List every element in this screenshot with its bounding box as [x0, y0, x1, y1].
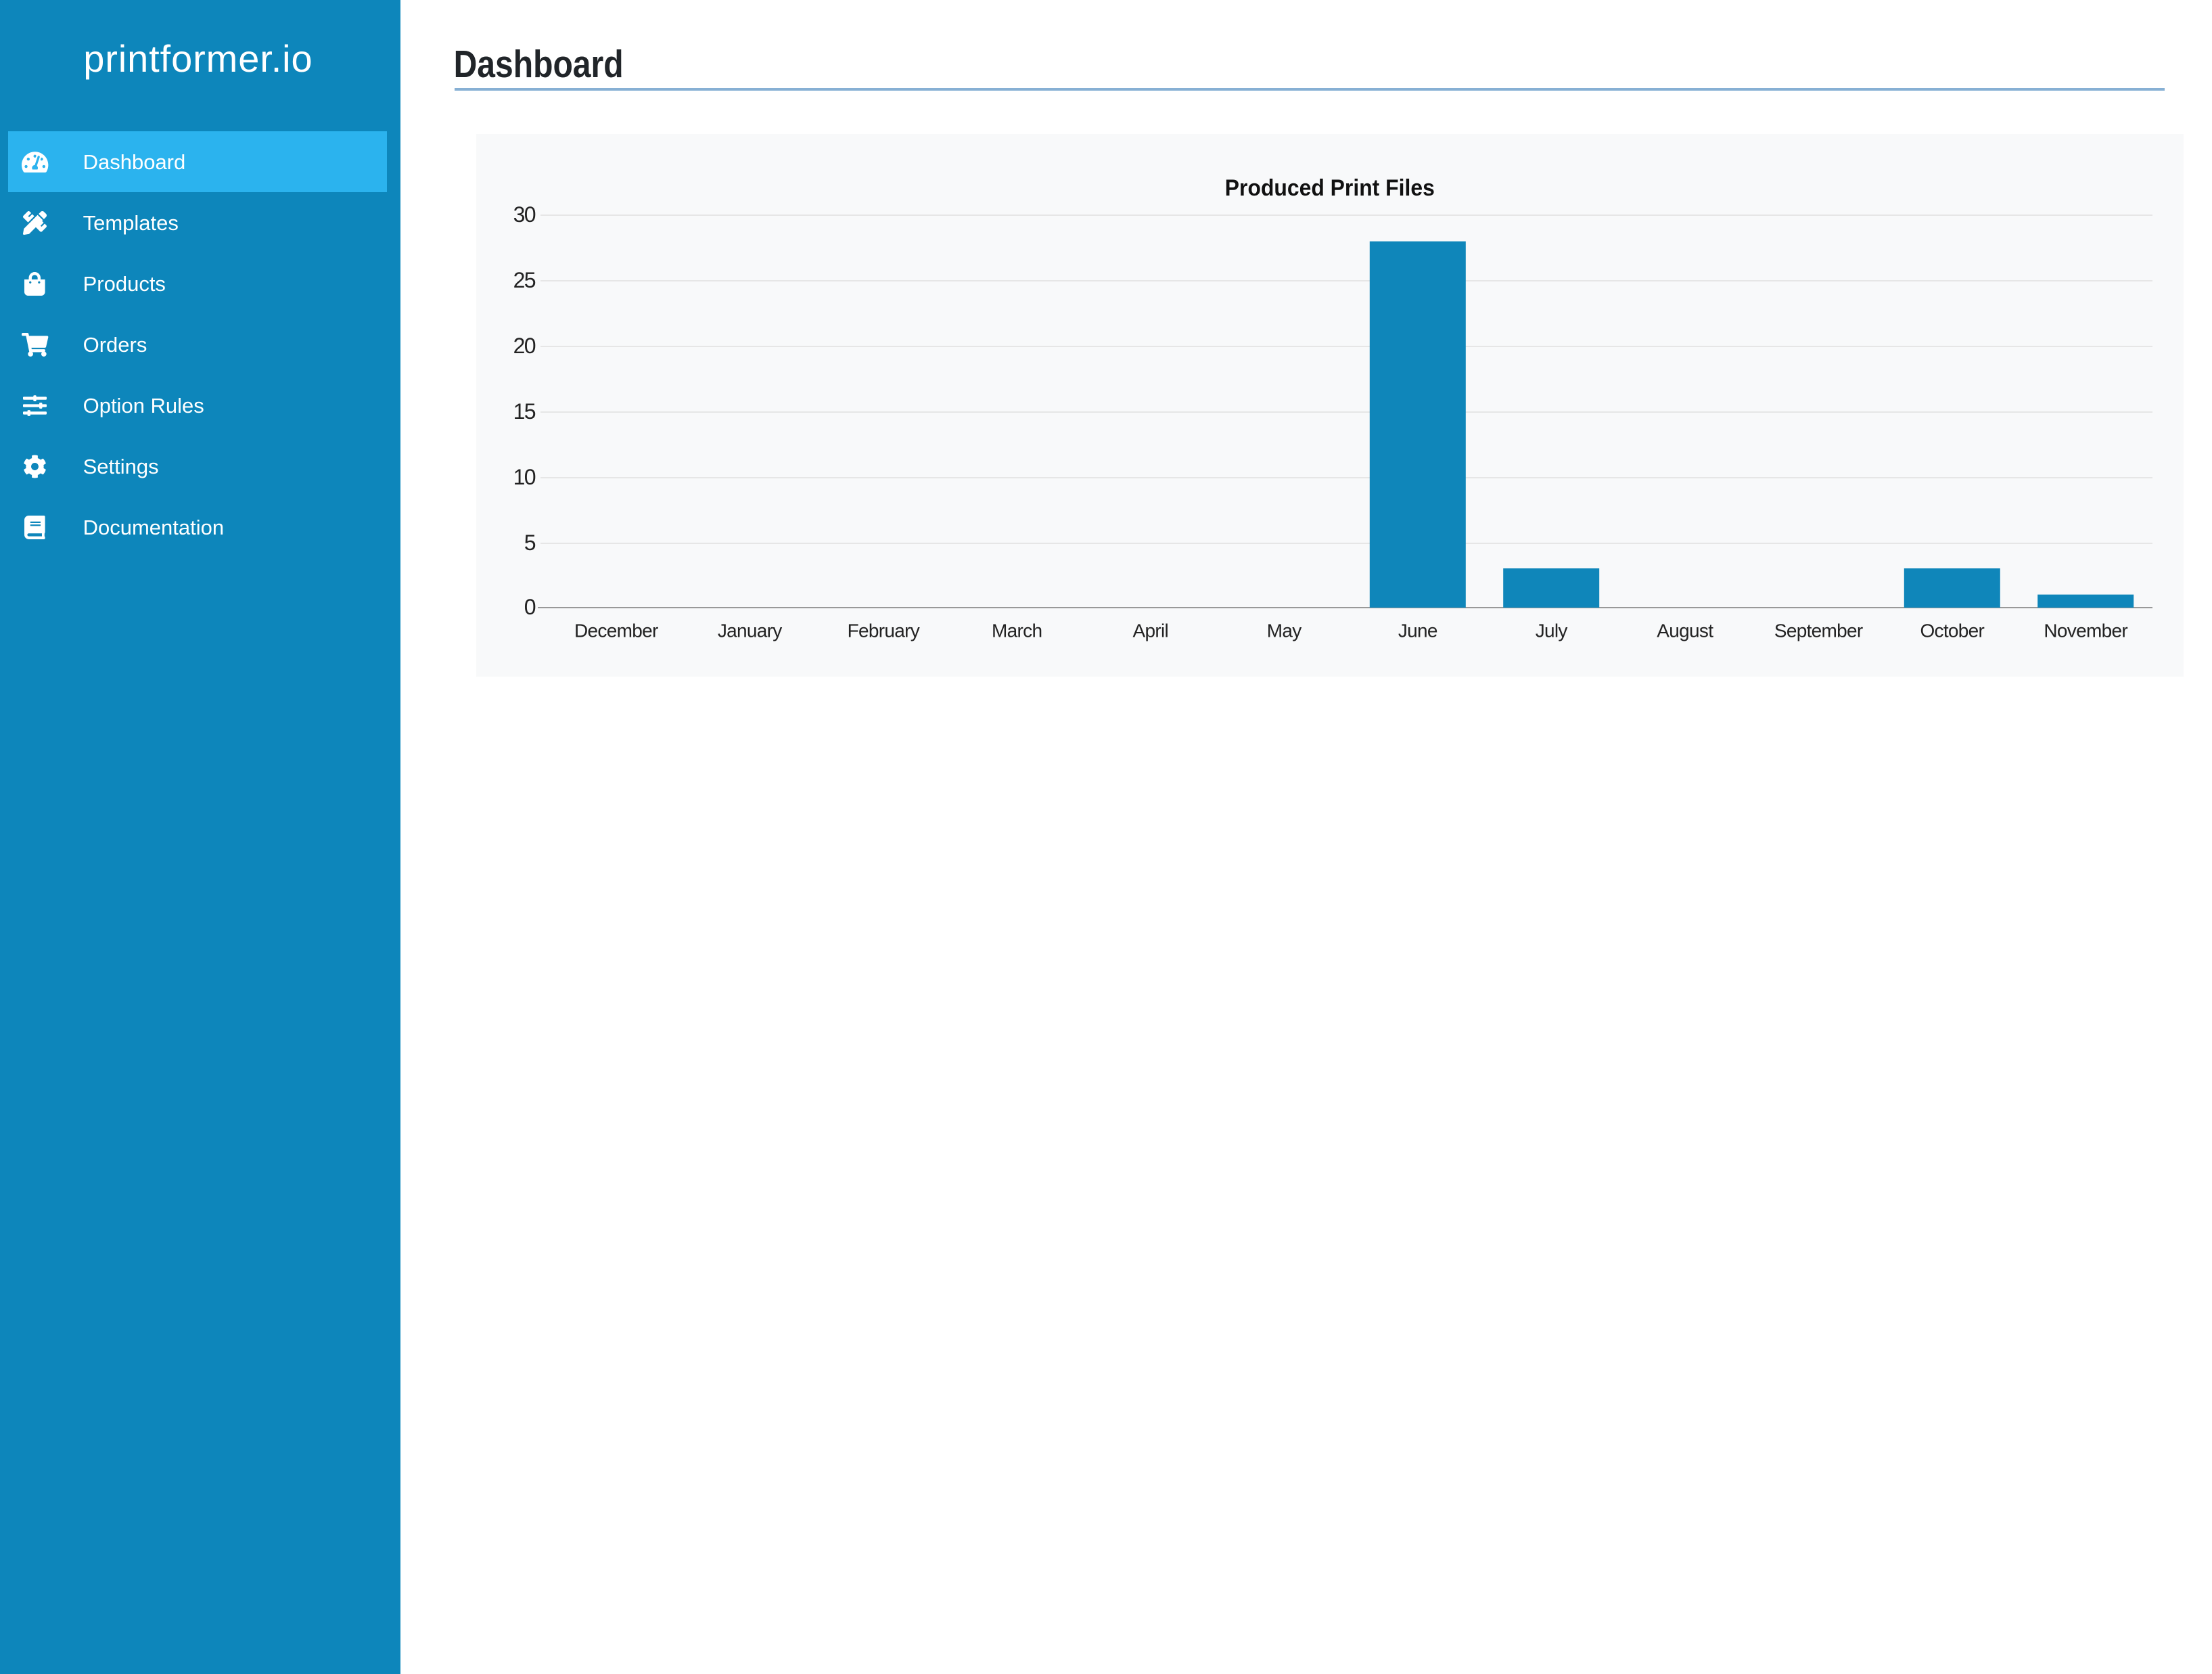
svg-text:May: May	[1266, 620, 1301, 641]
svg-text:30: 30	[513, 202, 535, 227]
svg-text:March: March	[991, 620, 1041, 641]
svg-text:September: September	[1774, 620, 1862, 641]
svg-text:10: 10	[513, 465, 535, 489]
svg-text:January: January	[717, 620, 781, 641]
svg-text:November: November	[2043, 620, 2127, 641]
svg-text:July: July	[1535, 620, 1567, 641]
svg-text:5: 5	[524, 530, 535, 555]
svg-text:20: 20	[513, 334, 535, 358]
svg-text:April: April	[1132, 620, 1168, 641]
svg-text:June: June	[1398, 620, 1437, 641]
svg-text:0: 0	[524, 595, 535, 619]
svg-text:August: August	[1656, 620, 1713, 641]
svg-text:Produced Print Files: Produced Print Files	[1224, 175, 1434, 201]
svg-text:February: February	[847, 620, 919, 641]
svg-text:December: December	[574, 620, 658, 641]
svg-text:Dashboard: Dashboard	[454, 43, 624, 86]
svg-text:October: October	[1919, 620, 1983, 641]
svg-text:25: 25	[513, 268, 535, 292]
svg-text:15: 15	[513, 399, 535, 424]
